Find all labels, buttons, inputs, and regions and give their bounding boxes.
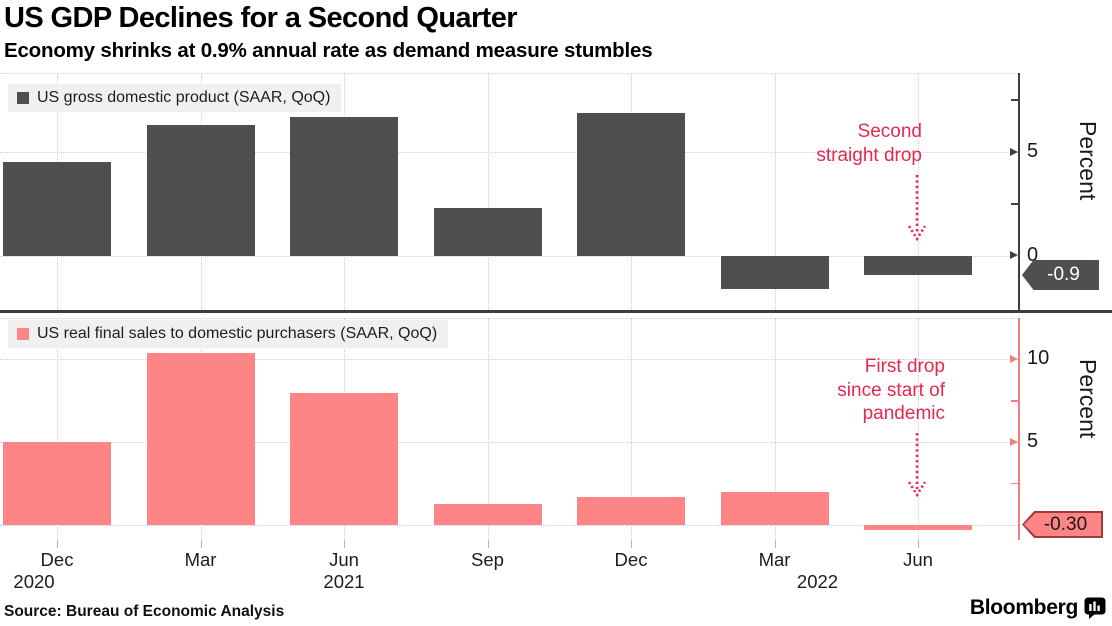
value-badge: -0.9	[1022, 260, 1099, 290]
x-tick	[200, 540, 202, 548]
y-tick-major	[1010, 147, 1018, 156]
bar-top-6	[720, 255, 829, 290]
bloomberg-logo: Bloomberg	[970, 596, 1106, 620]
x-tick	[631, 540, 632, 548]
y-tick-major	[1010, 437, 1018, 446]
y-tick-label: 10	[1027, 347, 1050, 370]
x-tick	[774, 540, 776, 548]
x-tick-label: Jun	[903, 549, 933, 570]
bar-top-7	[864, 255, 972, 275]
source-note: Source: Bureau of Economic Analysis	[4, 603, 285, 620]
v-gridline	[918, 318, 919, 540]
legend-swatch	[17, 328, 29, 340]
bar-top-1	[3, 162, 111, 256]
bar-bottom-6	[720, 491, 829, 526]
x-tick-label: Dec	[614, 549, 648, 570]
y-axis	[1018, 318, 1020, 540]
h-gridline	[0, 525, 1018, 527]
x-tick-label: Sep	[471, 549, 504, 570]
y-axis	[1018, 73, 1020, 310]
chart-subtitle: Economy shrinks at 0.9% annual rate as d…	[4, 39, 653, 62]
y-tick-major	[1010, 251, 1018, 260]
x-tick-label: Mar	[184, 549, 217, 570]
value-badge-label: -0.30	[1024, 513, 1101, 536]
bloomberg-mark-icon	[1084, 597, 1106, 619]
chart-title: US GDP Declines for a Second Quarter	[4, 2, 518, 34]
bar-top-2	[146, 124, 255, 256]
legend-bottom: US real final sales to domestic purchase…	[8, 320, 449, 348]
v-gridline	[918, 73, 919, 310]
y-tick-minor	[1011, 203, 1018, 205]
h-gridline	[0, 152, 1018, 153]
bar-bottom-3	[290, 392, 398, 526]
legend-label: US gross domestic product (SAAR, QoQ)	[37, 89, 331, 106]
v-gridline	[774, 318, 776, 540]
y-tick-minor	[1011, 482, 1018, 485]
v-gridline	[631, 318, 632, 540]
y-tick-label: 0	[1027, 243, 1039, 266]
panel-top-border	[0, 73, 1018, 74]
x-tick-label: Mar	[758, 549, 791, 570]
h-gridline	[0, 442, 1018, 444]
x-tick	[918, 540, 919, 548]
bar-bottom-4	[433, 503, 542, 526]
y-tick-label: 5	[1027, 140, 1039, 162]
annotation-line: straight drop	[816, 144, 922, 166]
bar-bottom-1	[3, 442, 111, 526]
annotation-line: Second	[857, 121, 922, 142]
y-tick-label: 5	[1027, 430, 1039, 453]
annotation-top: Second straight drop	[816, 120, 922, 167]
y-tick-major	[1010, 354, 1018, 363]
h-gridline	[0, 255, 1018, 257]
legend-label: US real final sales to domestic purchase…	[37, 325, 438, 342]
x-year-label: 2021	[323, 571, 365, 592]
bloomberg-wordmark: Bloomberg	[969, 596, 1078, 619]
v-gridline	[487, 318, 489, 540]
bar-top-3	[290, 116, 398, 256]
y-tick-minor	[1011, 400, 1018, 402]
annotation-line: since start of	[837, 379, 945, 401]
x-tick-label: Jun	[329, 549, 359, 570]
value-badge: -0.30	[1022, 511, 1103, 538]
bar-top-4	[433, 208, 542, 256]
y-tick-minor	[1011, 99, 1018, 101]
x-tick	[344, 540, 345, 548]
x-tick-label: Dec	[40, 549, 74, 570]
bar-bottom-2	[146, 352, 255, 526]
x-tick	[487, 540, 489, 548]
h-gridline	[0, 359, 1018, 361]
x-year-label: 2022	[796, 571, 839, 592]
x-year-label: 2020	[13, 571, 55, 592]
panel-top-border	[0, 318, 1018, 319]
panel-divider	[0, 310, 1112, 313]
annotation-arrow-icon	[905, 432, 929, 506]
legend-top: US gross domestic product (SAAR, QoQ)	[8, 84, 342, 112]
x-tick	[57, 540, 58, 548]
y-axis-title: Percent	[1075, 359, 1101, 439]
annotation-bottom: First drop since start of pandemic	[837, 355, 945, 426]
annotation-arrow-icon	[905, 174, 929, 250]
v-gridline	[487, 73, 489, 310]
annotation-line: pandemic	[862, 403, 945, 425]
y-axis-title: Percent	[1075, 121, 1101, 201]
bar-bottom-5	[577, 496, 685, 526]
v-gridline	[57, 318, 58, 540]
bar-top-5	[577, 112, 685, 256]
v-gridline	[774, 73, 776, 310]
bar-bottom-7	[864, 525, 972, 531]
legend-swatch	[17, 92, 29, 104]
annotation-line: First drop	[864, 356, 945, 377]
